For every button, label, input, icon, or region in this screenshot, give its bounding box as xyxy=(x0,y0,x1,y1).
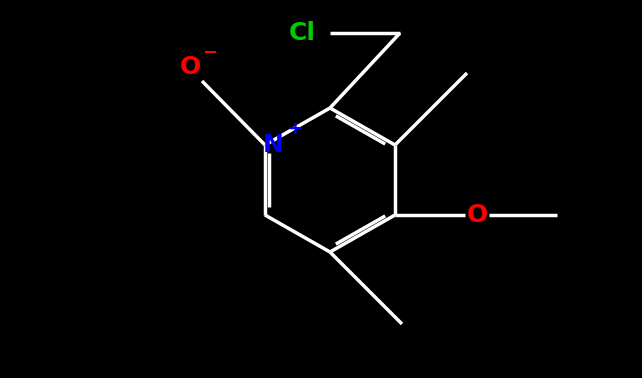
Text: +: + xyxy=(288,120,302,138)
Text: Cl: Cl xyxy=(288,21,315,45)
Text: O: O xyxy=(466,203,488,227)
Text: N: N xyxy=(263,133,283,157)
Text: −: − xyxy=(202,44,218,62)
Text: O: O xyxy=(179,55,200,79)
